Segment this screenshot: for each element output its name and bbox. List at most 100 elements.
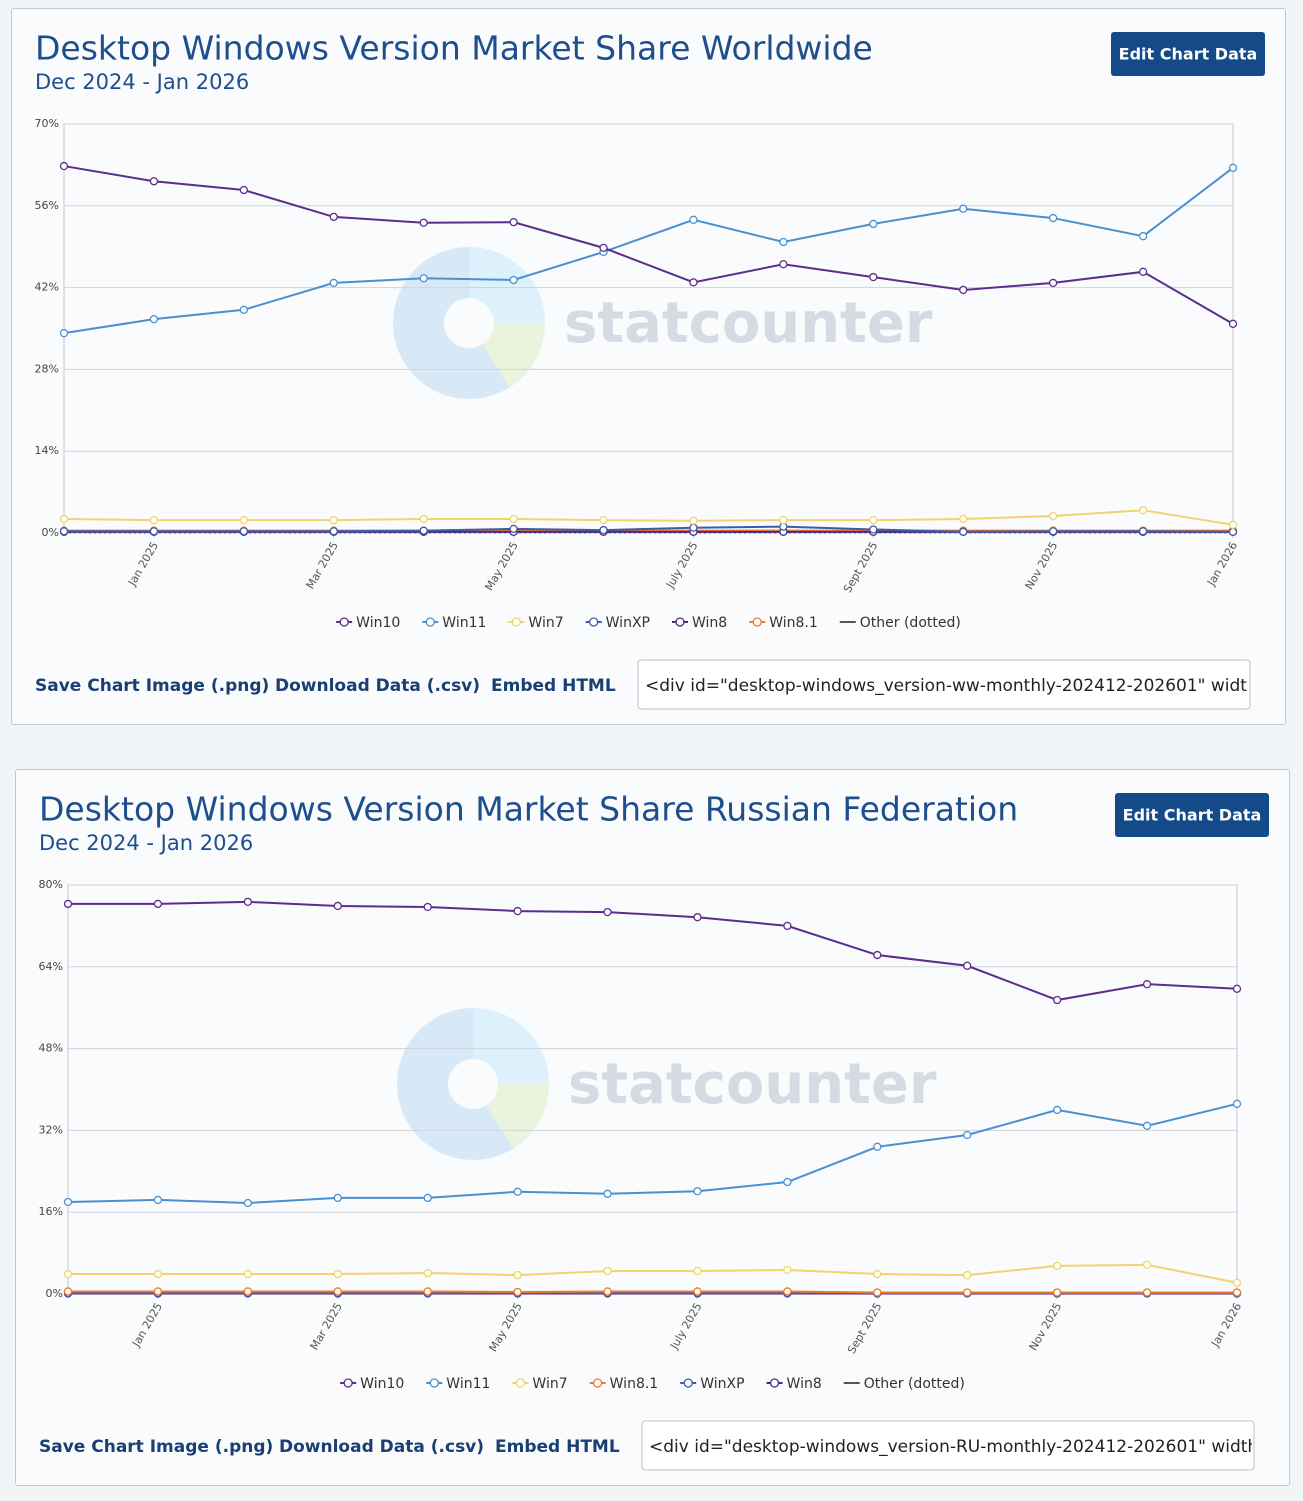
embed-code[interactable]: <div id="desktop-windows_version-ww-mont…: [645, 676, 1285, 696]
data-point: [1142, 1121, 1152, 1130]
data-point: [779, 260, 788, 269]
legend-marker: [588, 617, 599, 627]
legend-label[interactable]: Win7: [528, 615, 563, 631]
legend-item[interactable]: Win7: [512, 1376, 568, 1392]
data-point: [1228, 163, 1238, 172]
footer-link[interactable]: Embed HTML: [491, 676, 616, 696]
data-point: [333, 1269, 342, 1279]
data-point: [599, 243, 608, 253]
edit-button[interactable]: [1111, 32, 1265, 76]
data-point: [243, 1269, 252, 1279]
legend-label[interactable]: Other (dotted): [860, 615, 961, 631]
embed-box[interactable]: [637, 659, 1251, 710]
legend-label[interactable]: Win8: [787, 1376, 822, 1392]
watermark-logo: [469, 247, 545, 323]
legend-label[interactable]: Win11: [446, 1376, 490, 1392]
x-tick-label: Nov 2025: [1023, 540, 1061, 592]
data-point: [329, 527, 338, 536]
edit-button[interactable]: [1115, 793, 1269, 837]
data-point: [1138, 267, 1148, 276]
footer-link[interactable]: Download Data (.csv): [279, 1437, 484, 1457]
legend-label[interactable]: WinXP: [606, 615, 650, 631]
data-point: [1232, 984, 1242, 993]
data-point: [329, 212, 338, 222]
legend-item[interactable]: Win8.1: [749, 615, 818, 631]
x-tick-label: Mar 2025: [308, 1301, 345, 1353]
data-point: [149, 515, 159, 525]
legend-item[interactable]: Win7: [508, 615, 564, 631]
chart-panel: Desktop Windows Version Market Share Rus…: [15, 769, 1290, 1486]
data-point: [689, 278, 698, 287]
x-tick-label: Jan 2026: [1204, 540, 1240, 589]
data-point: [1142, 1288, 1152, 1297]
data-point: [149, 177, 159, 186]
footer-link[interactable]: Download Data (.csv): [275, 676, 480, 696]
footer-link[interactable]: Embed HTML: [495, 1437, 620, 1457]
x-tick-label: Nov 2025: [1027, 1301, 1065, 1353]
data-point: [1138, 527, 1148, 536]
data-point: [869, 219, 878, 229]
edit-button-label[interactable]: Edit Chart Data: [1119, 45, 1258, 64]
legend-item[interactable]: WinXP: [585, 615, 650, 631]
edit-button-label[interactable]: Edit Chart Data: [1123, 806, 1262, 825]
data-point: [599, 525, 608, 535]
y-tick-label: 56%: [35, 199, 59, 212]
legend-marker: [429, 1378, 439, 1388]
legend-item[interactable]: Win10: [340, 1376, 404, 1392]
data-point: [333, 1193, 342, 1203]
legend-label[interactable]: Win8.1: [610, 1376, 659, 1392]
legend-marker: [752, 617, 762, 627]
data-point: [963, 961, 972, 970]
embed-code[interactable]: <div id="desktop-windows_version-RU-mont…: [649, 1437, 1289, 1457]
data-point: [509, 218, 518, 227]
footer-link[interactable]: Save Chart Image (.png): [39, 1437, 273, 1457]
embed-box[interactable]: [641, 1420, 1255, 1471]
data-point: [153, 1287, 163, 1296]
data-point: [243, 1287, 252, 1296]
legend-item[interactable]: Other (dotted): [839, 615, 961, 631]
footer-link[interactable]: Save Chart Image (.png): [35, 676, 269, 696]
legend-item[interactable]: Win8: [766, 1376, 822, 1392]
data-point: [603, 1266, 612, 1276]
legend-marker: [343, 1378, 353, 1388]
legend-item[interactable]: WinXP: [680, 1376, 745, 1392]
x-tick-label: July 2025: [667, 1301, 704, 1353]
legend-label[interactable]: Win7: [532, 1376, 567, 1392]
legend-item[interactable]: Win11: [426, 1376, 490, 1392]
legend-item[interactable]: Other (dotted): [843, 1376, 965, 1392]
legend-label[interactable]: Win8: [692, 615, 727, 631]
data-point: [873, 1142, 882, 1151]
legend-label[interactable]: Win10: [360, 1376, 404, 1392]
series-line: [67, 1102, 1238, 1204]
data-point: [243, 1198, 252, 1208]
legend-item[interactable]: Win11: [422, 615, 486, 631]
data-point: [1232, 1099, 1242, 1108]
x-tick-label: Mar 2025: [304, 540, 341, 592]
legend-label[interactable]: Win11: [442, 615, 486, 631]
legend-label[interactable]: Other (dotted): [864, 1376, 965, 1392]
legend-marker: [592, 1378, 603, 1388]
data-point: [63, 1269, 73, 1279]
data-point: [423, 902, 432, 912]
chart: Desktop Windows Version Market Share Wor…: [35, 29, 1285, 710]
legend-label[interactable]: WinXP: [700, 1376, 744, 1392]
x-tick-label: Jan 2025: [129, 1301, 165, 1350]
data-point: [963, 1130, 972, 1140]
series-line: [63, 509, 1234, 526]
data-point: [1232, 1278, 1242, 1287]
watermark-logo: [473, 1008, 549, 1084]
data-point: [599, 515, 608, 525]
legend-item[interactable]: Win10: [336, 615, 400, 631]
legend-marker: [675, 617, 685, 627]
data-point: [959, 204, 968, 213]
legend-item[interactable]: Win8.1: [589, 1376, 659, 1392]
data-point: [603, 907, 612, 917]
watermark-logo: [448, 1059, 498, 1109]
data-point: [959, 285, 968, 295]
data-point: [1053, 1105, 1062, 1115]
data-point: [153, 1269, 163, 1279]
data-point: [783, 921, 792, 931]
legend-label[interactable]: Win10: [356, 615, 400, 631]
legend-item[interactable]: Win8: [671, 615, 727, 631]
legend-label[interactable]: Win8.1: [769, 615, 818, 631]
